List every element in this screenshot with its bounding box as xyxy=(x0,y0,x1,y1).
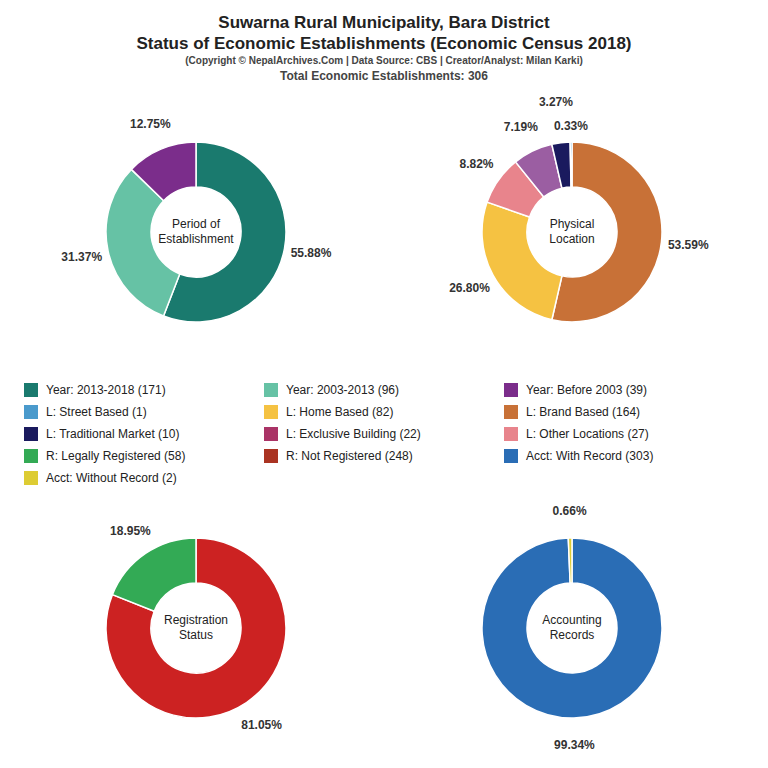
html-text:R: Not Registered (248): R: Not Registered (248) xyxy=(286,449,413,463)
svg-text:53.59%: 53.59% xyxy=(668,238,709,252)
svg-text:7.19%: 7.19% xyxy=(504,120,538,134)
html-text:L: Brand Based (164): L: Brand Based (164) xyxy=(526,405,641,419)
svg-text:12.75%: 12.75% xyxy=(130,117,171,131)
html-text:Status of Economic Establishme: Status of Economic Establishments (Econo… xyxy=(136,34,632,53)
svg-text:18.95%: 18.95% xyxy=(110,524,151,538)
svg-text:99.34%: 99.34% xyxy=(554,738,595,752)
svg-text:31.37%: 31.37% xyxy=(61,250,102,264)
html-text:R: Legally Registered (58): R: Legally Registered (58) xyxy=(46,449,186,463)
svg-text:55.88%: 55.88% xyxy=(291,246,332,260)
svg-text:81.05%: 81.05% xyxy=(241,718,282,732)
svg-text:26.80%: 26.80% xyxy=(449,281,490,295)
html-text:Registration Status: Registration Status xyxy=(164,613,228,642)
html-text:L: Home Based (82): L: Home Based (82) xyxy=(286,405,394,419)
html-text:Year: 2003-2013 (96): Year: 2003-2013 (96) xyxy=(286,383,399,397)
svg-text:0.66%: 0.66% xyxy=(553,504,587,518)
html-text:Accounting Records: Accounting Records xyxy=(542,613,602,642)
html-text:L: Street Based (1): L: Street Based (1) xyxy=(46,405,147,419)
html-text:L: Other Locations (27): L: Other Locations (27) xyxy=(526,427,649,441)
html-text:Acct: Without Record (2): Acct: Without Record (2) xyxy=(46,471,177,485)
svg-text:0.33%: 0.33% xyxy=(554,119,588,133)
html-text:Year: 2013-2018 (171): Year: 2013-2018 (171) xyxy=(46,383,166,397)
html-text:L: Traditional Market (10): L: Traditional Market (10) xyxy=(46,427,180,441)
html-text:Total Economic Establishments:: Total Economic Establishments: 306 xyxy=(280,69,488,83)
svg-text:8.82%: 8.82% xyxy=(459,157,493,171)
svg-text:3.27%: 3.27% xyxy=(539,95,573,109)
html-text:Acct: With Record (303): Acct: With Record (303) xyxy=(526,449,654,463)
html-text:Year: Before 2003 (39): Year: Before 2003 (39) xyxy=(526,383,647,397)
html-text:Suwarna Rural Municipality, Ba: Suwarna Rural Municipality, Bara Distric… xyxy=(218,13,550,32)
html-text:(Copyright © NepalArchives.Com: (Copyright © NepalArchives.Com | Data So… xyxy=(185,55,583,66)
html-text:L: Exclusive Building (22): L: Exclusive Building (22) xyxy=(286,427,421,441)
html-text:Physical Location: Physical Location xyxy=(549,217,595,246)
html-text:Period of Establishment: Period of Establishment xyxy=(158,217,234,246)
